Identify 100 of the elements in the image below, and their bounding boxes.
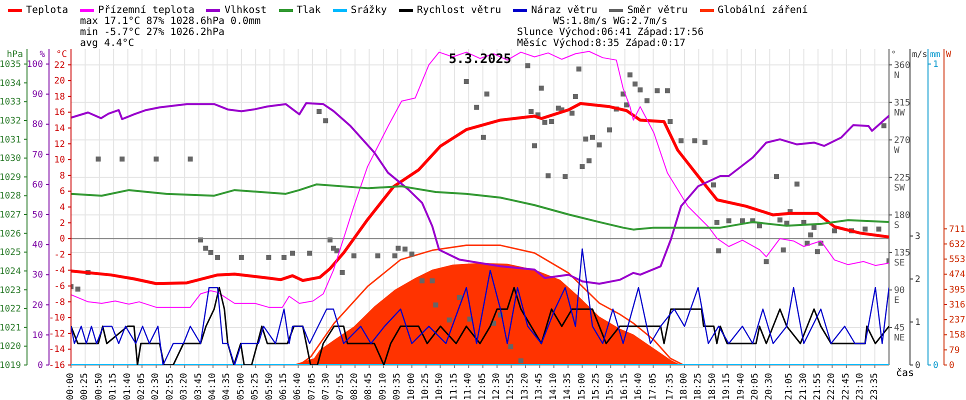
x-tick-label: 18:50 <box>708 373 718 400</box>
y-tick-label: -2 <box>54 250 65 260</box>
x-tick-label: 23:10 <box>856 373 866 400</box>
y-axis-title: ° <box>891 50 896 60</box>
line-series <box>71 286 889 365</box>
y3-tick-label: 1020 <box>0 342 21 352</box>
y2-tick-label: 90 <box>32 90 43 100</box>
y2-tick-label: 474 <box>949 270 966 280</box>
x-tick-label: 09:35 <box>392 373 403 400</box>
y-tick-label: 2 <box>915 275 920 286</box>
y-tick-label: -16 <box>48 361 65 371</box>
legend-label: Vlhkost <box>224 5 267 16</box>
y-tick-label: 4 <box>60 203 65 213</box>
y-tick-label: -8 <box>54 298 65 308</box>
y2-tick-label: 158 <box>949 330 966 341</box>
x-tick-label: 13:45 <box>534 373 545 400</box>
x-tick-label: 21:05 <box>784 373 795 400</box>
x-tick-label: 06:15 <box>279 373 290 400</box>
y2-tick-label: 60 <box>32 180 43 190</box>
x-tick-label: 18:00 <box>680 373 690 400</box>
x-tick-label: 16:40 <box>634 373 644 400</box>
y2-tick-label: 632 <box>949 240 966 250</box>
y-tick-label: 360 N <box>894 60 910 81</box>
y-axis-title: m/s <box>912 50 928 60</box>
line-series <box>71 183 889 231</box>
y-tick-label: 315 NW <box>894 98 910 118</box>
y-axis-title: °C <box>56 50 67 60</box>
x-tick-label: 22:20 <box>827 373 838 400</box>
chart-title: 5.3.2025 <box>448 52 512 67</box>
y-tick-label: 0 <box>915 361 920 371</box>
x-tick-label: 02:55 <box>165 373 176 400</box>
x-tick-label: 05:50 <box>264 373 275 400</box>
text: Slunce Východ:06:41 Západ:17:56 <box>517 27 704 38</box>
y2-tick-label: 10 <box>32 330 43 341</box>
x-tick-label: 10:50 <box>435 373 446 400</box>
x-tick-label: 12:30 <box>492 373 502 400</box>
legend-label: Rychlost větru <box>416 5 502 16</box>
x-tick-label: 10:00 <box>406 373 417 400</box>
x-tick-label: 19:15 <box>722 373 732 400</box>
x-tick-label: 13:20 <box>520 373 530 400</box>
y-tick-label: 3 <box>915 232 920 242</box>
y2-tick-label: 395 <box>949 285 966 296</box>
x-tick-label: 02:05 <box>137 373 148 400</box>
y2-tick-label: 100 <box>26 60 43 70</box>
x-tick-label: 07:05 <box>307 373 318 400</box>
y3-tick-label: 1034 <box>0 78 21 89</box>
text: min -5.7°C 27% 1026.2hPa <box>80 27 224 38</box>
y-tick-label: 90 E <box>894 286 905 306</box>
y3-tick-label: 1024 <box>0 266 21 277</box>
y-tick-label: 225 SW <box>894 173 910 194</box>
y3-tick-label: 1035 <box>0 60 21 70</box>
y2-axis-title: % <box>40 50 46 60</box>
text: max 17.1°C 87% 1028.6hPa 0.0mm <box>80 16 261 27</box>
x-tick-label: 10:25 <box>421 373 432 400</box>
y3-tick-label: 1019 <box>0 361 21 371</box>
y3-tick-label: 1021 <box>0 323 21 334</box>
x-tick-label: 08:20 <box>350 373 360 400</box>
line-series <box>71 248 889 365</box>
y3-tick-label: 1030 <box>0 154 21 164</box>
y-tick-label: 18 <box>54 92 65 102</box>
annotation: Měsíc Východ:8:35 Západ:0:17 <box>517 38 686 49</box>
x-tick-label: 07:30 <box>322 373 332 400</box>
legend-label: Globální záření <box>718 5 808 16</box>
x-tick-label: 02:30 <box>151 373 162 400</box>
x-tick-label: 05:00 <box>236 373 246 400</box>
x-tick-label: 20:30 <box>764 373 775 400</box>
x-tick-label: 12:55 <box>506 373 516 400</box>
x-tick-label: 11:15 <box>449 373 460 400</box>
y-tick-label: 2 <box>60 218 65 229</box>
x-tick-label: 00:50 <box>94 373 104 400</box>
y-tick-label: 135 SE <box>894 248 910 268</box>
y2-tick-label: 553 <box>949 255 966 266</box>
x-tick-label: 04:35 <box>222 373 232 400</box>
y3-tick-label: 1022 <box>0 304 21 315</box>
y2-axis-title: W <box>946 50 952 60</box>
y2-tick-label: 0 <box>949 361 954 371</box>
line-series <box>71 50 889 308</box>
x-axis-title: čas <box>896 368 914 379</box>
y-tick-label: -6 <box>54 282 65 292</box>
x-tick-label: 11:40 <box>464 373 474 400</box>
legend-label: Tlak <box>296 5 321 16</box>
y-tick-label: 270 W <box>894 136 910 156</box>
x-tick-label: 12:05 <box>478 373 488 400</box>
y-tick-label: 16 <box>54 108 65 118</box>
x-tick-label: 07:55 <box>336 373 346 400</box>
y3-tick-label: 1025 <box>0 248 21 258</box>
y2-tick-label: 40 <box>32 240 43 251</box>
x-tick-label: 08:45 <box>364 373 374 400</box>
legend-label: Náraz větru <box>531 5 598 16</box>
y-tick-label: 20 <box>54 76 65 87</box>
y-tick-label: 180 S <box>894 210 910 231</box>
x-tick-label: 21:30 <box>798 373 809 400</box>
x-tick-label: 14:35 <box>563 373 574 400</box>
annotation: avg 4.4°C <box>80 38 134 49</box>
y-tick-label: -10 <box>48 314 65 324</box>
y-tick-label: 0 <box>60 234 65 245</box>
y2-tick-label: 80 <box>32 120 43 130</box>
x-tick-label: 21:55 <box>812 373 823 400</box>
y2-tick-label: 0 <box>933 361 938 371</box>
y2-tick-label: 0 <box>38 361 43 371</box>
